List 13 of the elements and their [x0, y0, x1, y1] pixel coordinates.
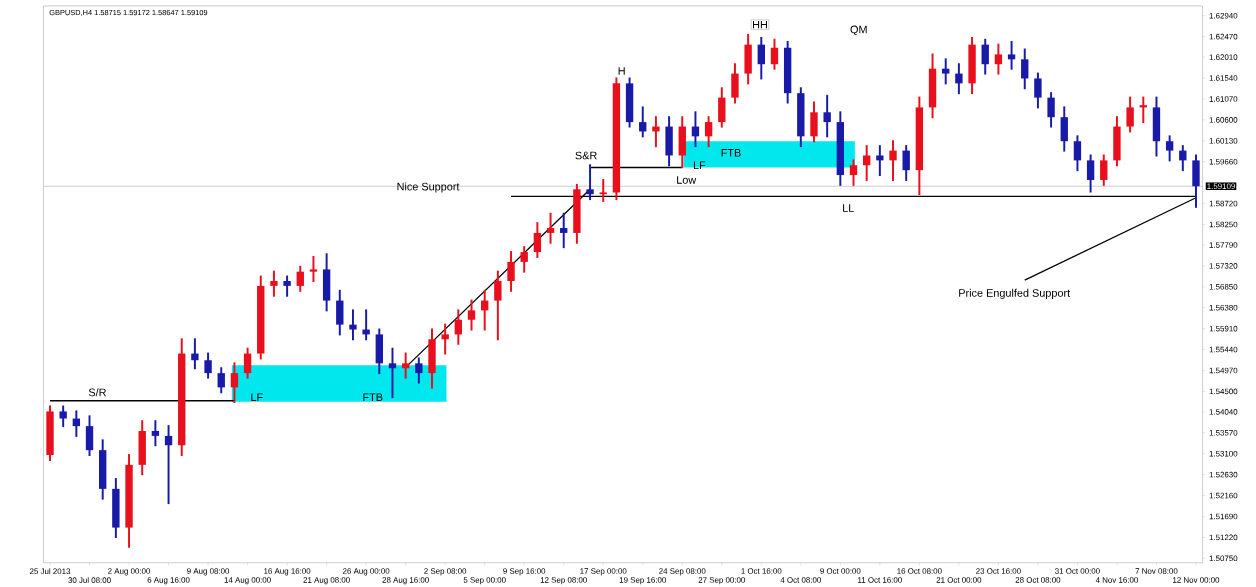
annotation: S/R	[88, 388, 106, 397]
annotation: FTB	[363, 393, 383, 402]
annotation: LF	[693, 161, 706, 170]
annotation: QM	[850, 25, 867, 36]
annotation: H	[618, 67, 625, 75]
annotation: Price Engulfed Support	[959, 289, 1071, 300]
annotation: HH	[753, 21, 767, 29]
annotation: S&R	[575, 151, 597, 160]
annotation: LF	[251, 393, 263, 402]
annotation: Low	[677, 176, 697, 185]
annotation: FTB	[721, 149, 741, 157]
annotation: LL	[843, 204, 854, 212]
annotation: Nice Support	[397, 182, 460, 193]
